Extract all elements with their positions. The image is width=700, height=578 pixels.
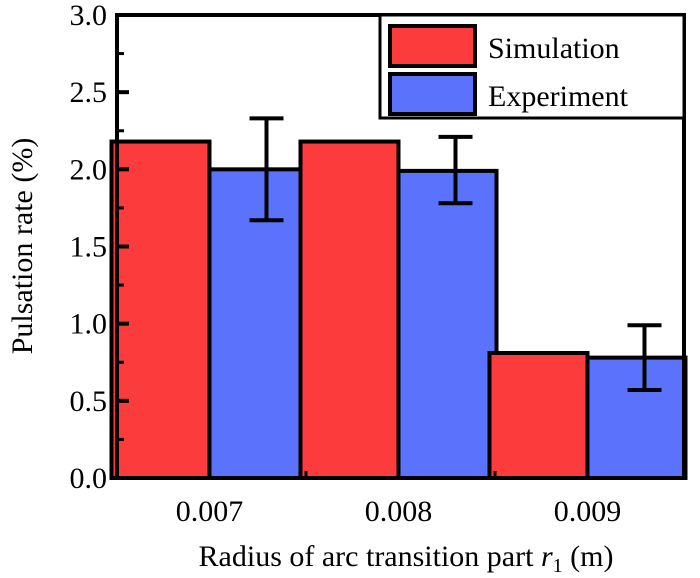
bar-experiment-0.009 bbox=[585, 355, 688, 480]
x-tick-label: 0.008 bbox=[365, 495, 433, 528]
bar-experiment-0.007 bbox=[207, 167, 310, 480]
x-tick-label: 0.009 bbox=[554, 495, 622, 528]
y-axis: 0.0 0.5 1.0 1.5 2.0 2.5 3.0 bbox=[70, 0, 129, 495]
legend-label-experiment: Experiment bbox=[488, 80, 629, 113]
y-tick-label: 0.0 bbox=[70, 462, 108, 495]
y-tick-label: 3.0 bbox=[70, 0, 108, 32]
x-axis-title-text: Radius of arc transition part bbox=[199, 540, 535, 573]
error-bars-layer bbox=[249, 116, 662, 393]
x-axis-title-unit: (m) bbox=[570, 540, 613, 573]
y-tick-label: 1.0 bbox=[70, 308, 108, 341]
bar-simulation-0.008 bbox=[298, 139, 401, 480]
bars-layer bbox=[109, 139, 688, 480]
x-axis: 0.007 0.008 0.009 bbox=[176, 471, 622, 528]
bar-simulation-0.009 bbox=[487, 350, 590, 480]
y-tick-label: 2.5 bbox=[70, 76, 108, 109]
bar-experiment-0.008 bbox=[396, 168, 499, 480]
legend-swatch-experiment bbox=[388, 72, 477, 116]
y-tick-label: 2.0 bbox=[70, 153, 108, 186]
x-axis-title: Radius of arc transition part r1 (m) bbox=[199, 540, 614, 577]
bar-simulation-0.007 bbox=[109, 139, 212, 480]
legend-label-simulation: Simulation bbox=[488, 32, 620, 65]
y-tick-label: 0.5 bbox=[70, 385, 108, 418]
x-axis-title-sub: 1 bbox=[553, 555, 563, 577]
y-axis-title: Pulsation rate (%) bbox=[6, 138, 39, 355]
legend: Simulation Experiment bbox=[378, 13, 686, 120]
y-tick-label: 1.5 bbox=[70, 231, 108, 264]
x-tick-label: 0.007 bbox=[176, 495, 244, 528]
x-axis-title-var: r bbox=[541, 540, 553, 573]
legend-swatch-simulation bbox=[388, 24, 477, 68]
